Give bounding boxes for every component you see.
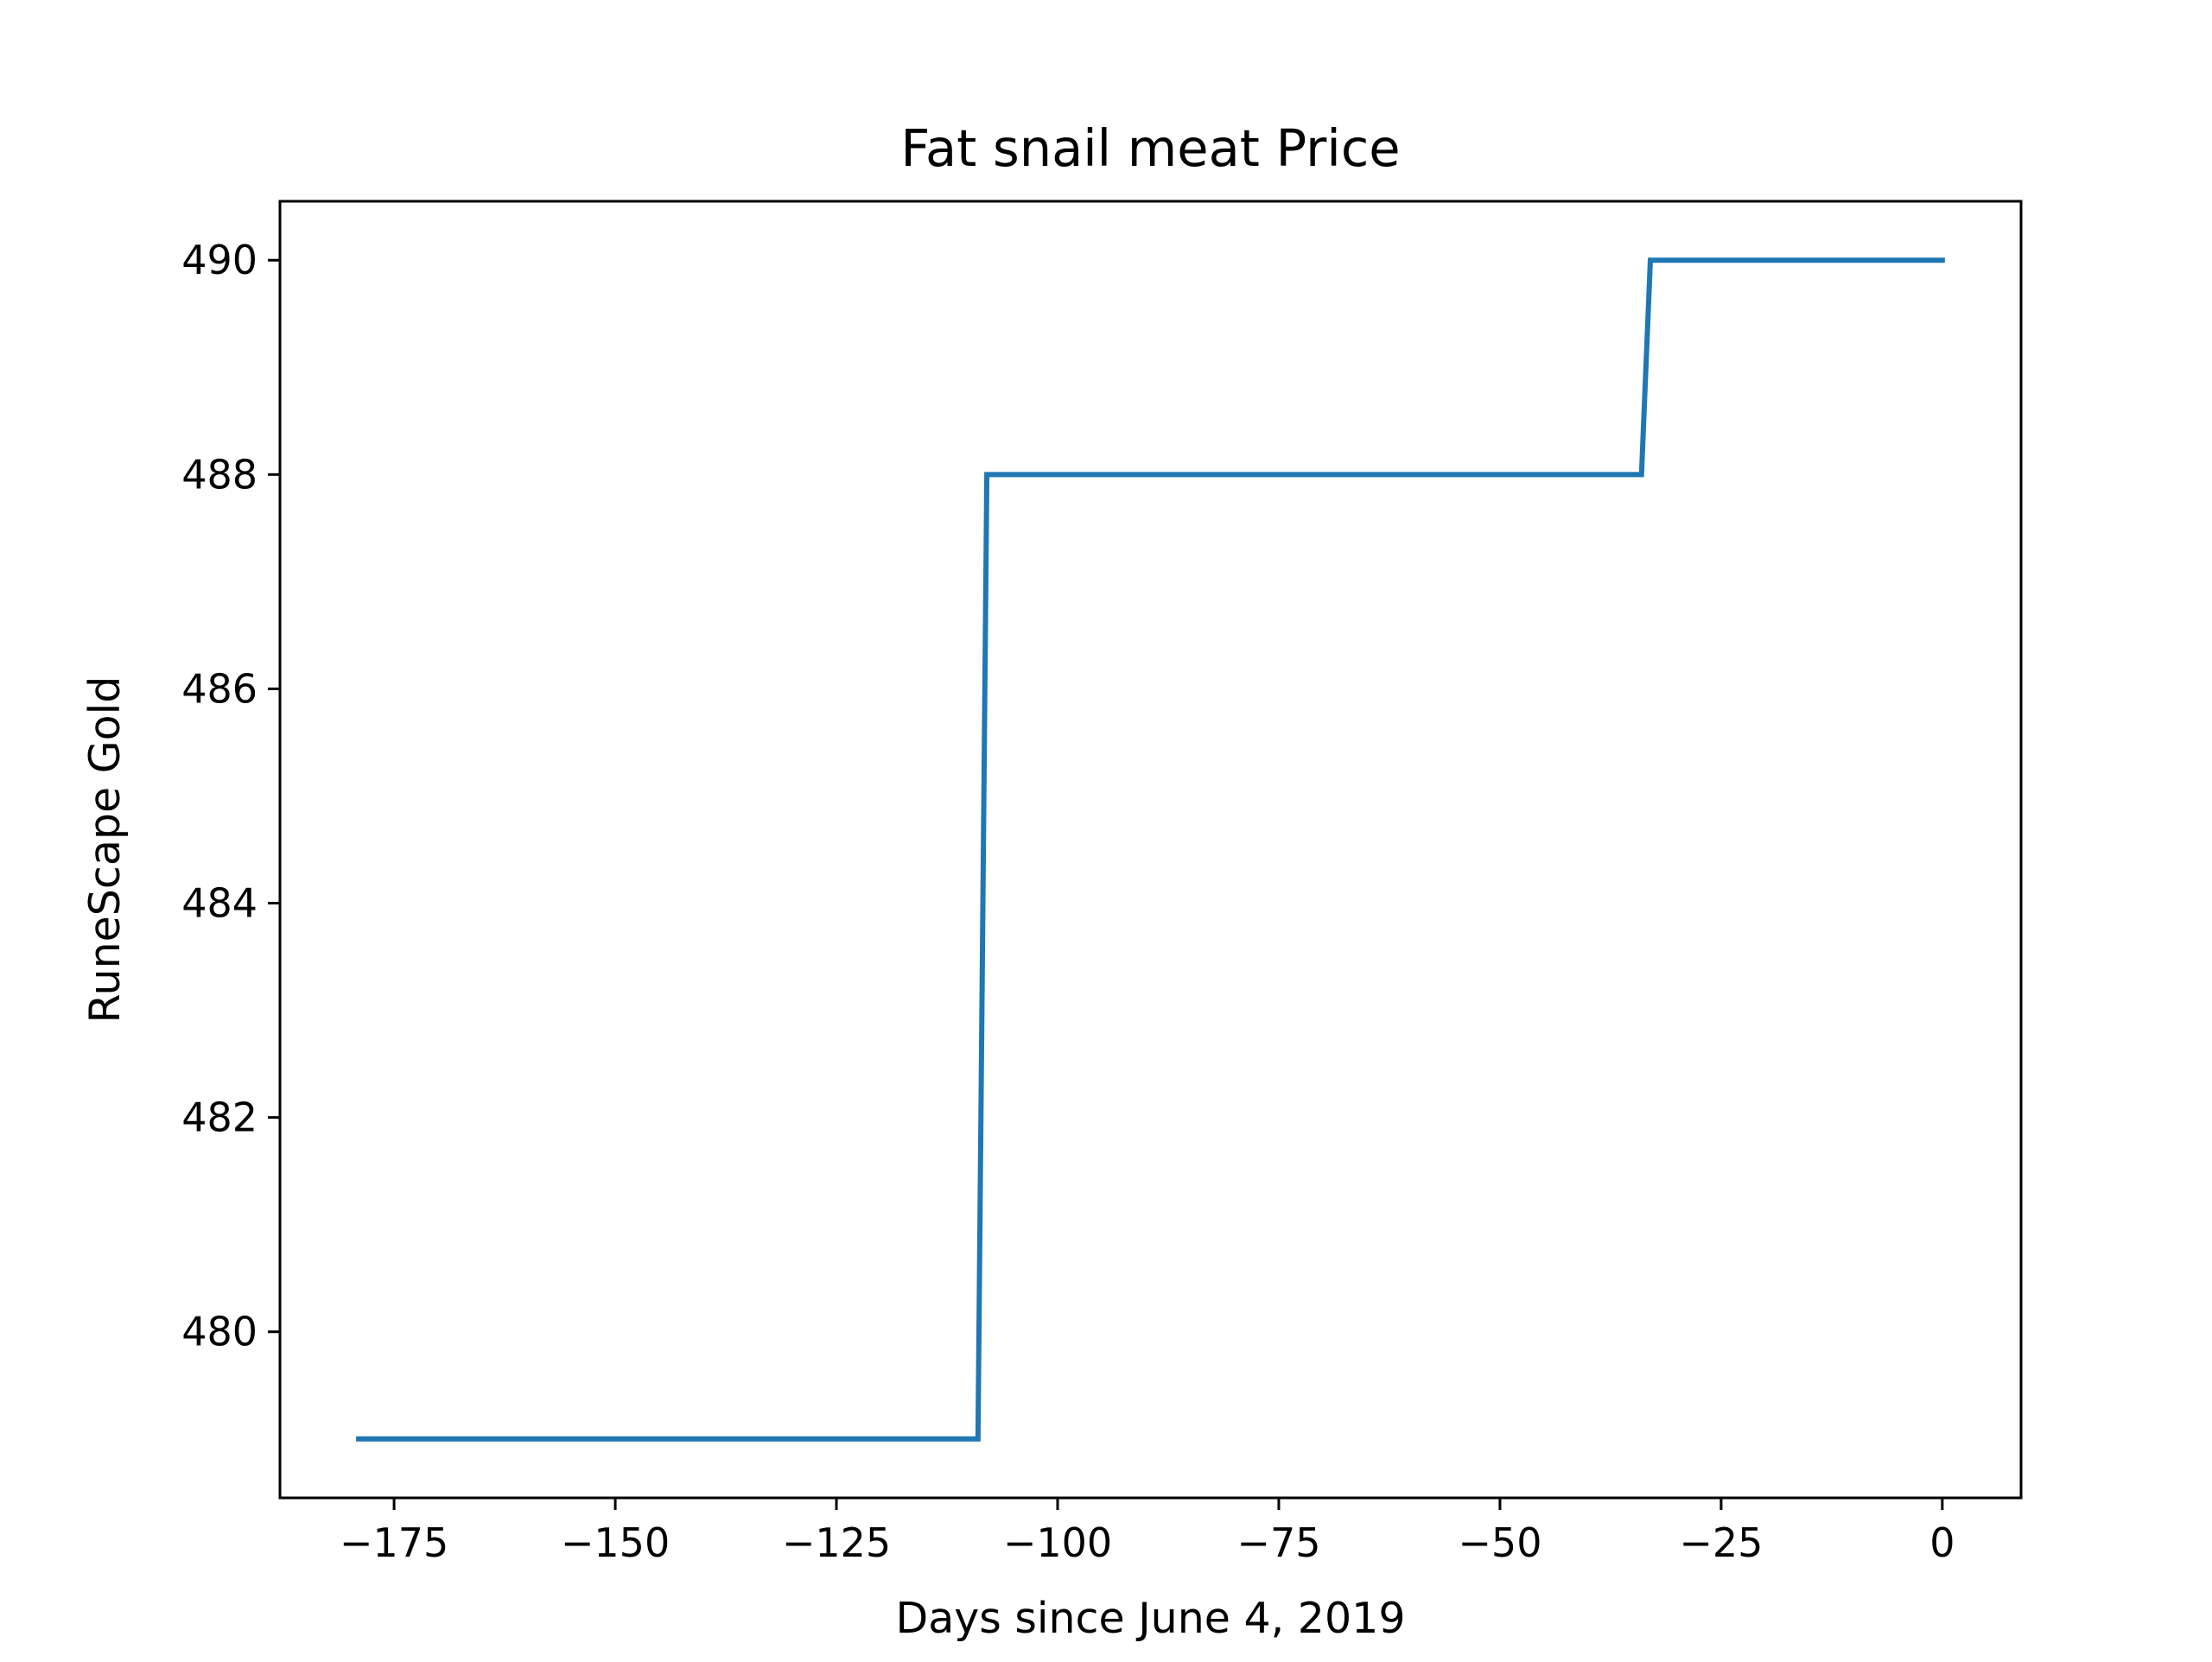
x-tick-label: −125: [782, 1519, 891, 1566]
x-tick-label: −100: [1003, 1519, 1112, 1566]
x-axis: −175 −150 −125 −100 −75 −50 −25 0: [340, 1498, 1955, 1566]
y-tick-label: 490: [181, 237, 257, 283]
x-tick-label: −25: [1679, 1519, 1763, 1566]
series-layer: [356, 257, 1945, 1442]
y-axis: 480 482 484 486 488 490: [181, 237, 280, 1355]
y-axis-label: RuneScape Gold: [80, 676, 130, 1024]
plot-area: [278, 200, 2023, 1500]
x-tick-label: −50: [1458, 1519, 1541, 1566]
y-tick-label: 480: [181, 1309, 257, 1355]
y-tick-label: 482: [181, 1094, 257, 1141]
series-line-0: [356, 257, 1945, 1442]
x-tick-label: −75: [1236, 1519, 1320, 1566]
y-tick-label: 488: [181, 451, 257, 498]
axes-frame: [278, 200, 2023, 1500]
x-tick-label: −175: [340, 1519, 448, 1566]
y-tick-label: 484: [181, 880, 257, 927]
chart-title: Fat snail meat Price: [900, 118, 1400, 178]
x-tick-label: 0: [1929, 1519, 1955, 1566]
y-tick-label: 486: [181, 665, 257, 712]
x-tick-label: −150: [561, 1519, 670, 1566]
x-axis-label: Days since June 4, 2019: [895, 1594, 1405, 1643]
